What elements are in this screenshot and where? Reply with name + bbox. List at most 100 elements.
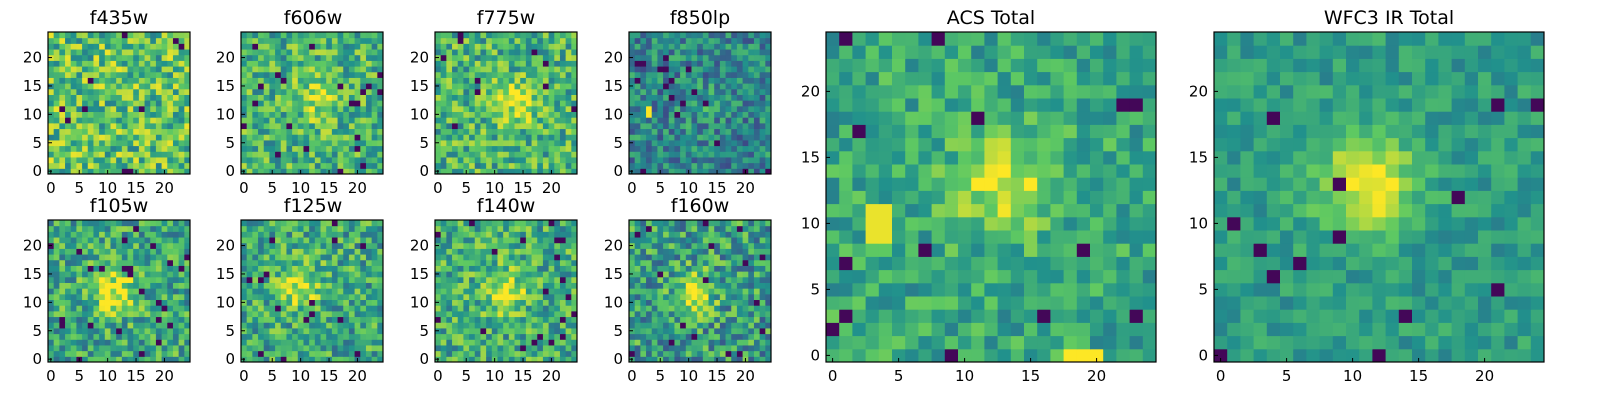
- heatmap-cell: [674, 43, 681, 50]
- heatmap-cell: [503, 134, 510, 141]
- heatmap-cell: [651, 111, 658, 118]
- heatmap-cell: [377, 60, 384, 67]
- heatmap-cell: [714, 322, 721, 329]
- heatmap-cell: [263, 271, 270, 278]
- heatmap-cell: [634, 117, 641, 124]
- heatmap-cell: [184, 139, 191, 147]
- heatmap-cell: [371, 231, 378, 238]
- heatmap-cell: [525, 77, 533, 84]
- heatmap-cell: [82, 122, 89, 130]
- heatmap-cell: [354, 54, 361, 61]
- heatmap-cell: [446, 156, 453, 164]
- heatmap-cell: [76, 344, 83, 352]
- heatmap-cell: [337, 162, 344, 169]
- heatmap-cell: [110, 276, 117, 283]
- heatmap-cell: [463, 265, 470, 272]
- heatmap-cell: [150, 316, 157, 323]
- heatmap-cell: [258, 242, 265, 249]
- y-tick-label: 20: [410, 237, 429, 255]
- heatmap-cell: [697, 356, 704, 363]
- heatmap-cell: [736, 94, 744, 101]
- heatmap-cell: [70, 151, 77, 158]
- heatmap-cell: [280, 37, 287, 44]
- heatmap-cell: [651, 128, 658, 135]
- heatmap-cell: [646, 60, 653, 67]
- heatmap-cell: [178, 77, 185, 84]
- heatmap-cell: [640, 288, 647, 295]
- heatmap-cell: [292, 282, 299, 289]
- heatmap-cell: [241, 162, 248, 169]
- heatmap-cell: [629, 265, 636, 272]
- heatmap-cell: [82, 117, 89, 124]
- heatmap-cell: [99, 88, 106, 95]
- heatmap-cell: [48, 322, 55, 329]
- heatmap-cell: [354, 151, 361, 158]
- heatmap-cell: [360, 310, 367, 318]
- heatmap-cell: [155, 37, 163, 44]
- heatmap-cell: [309, 151, 316, 158]
- heatmap-cell: [508, 254, 516, 261]
- heatmap-cell: [463, 156, 470, 164]
- x-tick-label: 0: [239, 179, 249, 197]
- x-tick-label: 5: [267, 367, 277, 385]
- heatmap-cell: [719, 151, 727, 158]
- heatmap-cell: [320, 88, 327, 95]
- heatmap-cell: [331, 122, 339, 130]
- heatmap-cell: [365, 71, 373, 78]
- heatmap-cell: [138, 111, 146, 118]
- heatmap-cell: [76, 100, 83, 107]
- heatmap-cell: [320, 37, 327, 44]
- heatmap-cell: [514, 66, 521, 73]
- heatmap-cell: [246, 231, 253, 238]
- heatmap-cell: [651, 350, 658, 357]
- heatmap-cell: [719, 111, 727, 118]
- heatmap-cell: [292, 248, 299, 255]
- heatmap-cell: [155, 339, 163, 346]
- heatmap-cell: [178, 350, 185, 357]
- heatmap-cell: [184, 259, 191, 266]
- heatmap-cell: [765, 344, 772, 352]
- heatmap-cell: [337, 122, 344, 130]
- heatmap-cell: [469, 49, 476, 56]
- heatmap-cell: [138, 333, 146, 340]
- heatmap-cell: [53, 60, 60, 67]
- heatmap-cell: [680, 299, 687, 306]
- heatmap-cell: [258, 225, 265, 232]
- heatmap-cell: [640, 282, 647, 289]
- heatmap-cell: [246, 327, 253, 335]
- heatmap-cell: [491, 49, 498, 56]
- heatmap-cell: [463, 259, 470, 266]
- heatmap-cell: [697, 111, 704, 118]
- heatmap-cell: [93, 162, 100, 169]
- heatmap-cell: [320, 71, 327, 78]
- heatmap-cell: [93, 71, 100, 78]
- heatmap-cell: [99, 71, 106, 78]
- heatmap-cell: [571, 71, 578, 78]
- heatmap-cell: [241, 66, 248, 73]
- heatmap-cell: [365, 220, 373, 227]
- heatmap-cell: [104, 88, 111, 95]
- heatmap-cell: [480, 88, 487, 95]
- heatmap-cell: [161, 316, 168, 323]
- heatmap-cell: [480, 145, 487, 152]
- heatmap-cell: [252, 305, 259, 312]
- heatmap-cell: [503, 282, 510, 289]
- heatmap-cell: [184, 151, 191, 158]
- heatmap-cell: [520, 220, 527, 227]
- heatmap-cell: [116, 37, 123, 44]
- heatmap-cell: [241, 100, 248, 107]
- heatmap-cell: [514, 288, 521, 295]
- heatmap-cell: [537, 356, 544, 363]
- heatmap-cell: [348, 32, 356, 39]
- heatmap-cell: [82, 259, 89, 266]
- heatmap-cell: [258, 356, 265, 363]
- heatmap-cell: [435, 248, 442, 255]
- heatmap-cell: [70, 356, 77, 363]
- heatmap-cell: [571, 344, 578, 352]
- heatmap-cell: [708, 168, 715, 175]
- heatmap-cell: [440, 117, 447, 124]
- heatmap-cell: [138, 122, 146, 130]
- heatmap-cell: [646, 43, 653, 50]
- heatmap-cell: [480, 254, 487, 261]
